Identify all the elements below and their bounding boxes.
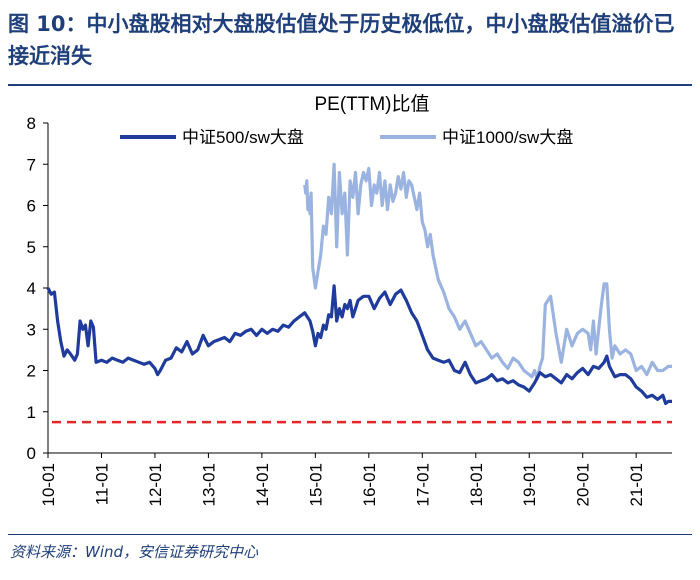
- y-tick-label: 8: [27, 114, 36, 133]
- figure-title: 图 10：中小盘股相对大盘股估值处于历史极低位，中小盘股估值溢价已接近消失: [8, 12, 675, 68]
- source-note: 资料来源：Wind，安信证券研究中心: [10, 543, 259, 561]
- legend-label-series-2: 中证1000/sw大盘: [442, 128, 573, 147]
- x-tick-label: 19-01: [520, 463, 539, 506]
- x-tick-label: 21-01: [627, 463, 646, 506]
- footer-divider: [8, 534, 692, 535]
- y-tick-label: 3: [27, 320, 36, 339]
- x-tick-label: 14-01: [253, 463, 272, 506]
- series-line-zz500: [46, 284, 672, 406]
- legend-label-series-1: 中证500/sw大盘: [182, 128, 304, 147]
- x-tick-label: 10-01: [39, 463, 58, 506]
- title-divider: [8, 84, 692, 86]
- x-tick-label: 12-01: [146, 463, 165, 506]
- x-tick-label: 17-01: [413, 463, 432, 506]
- x-tick-label: 15-01: [306, 463, 325, 506]
- x-tick-label: 13-01: [199, 463, 218, 506]
- x-tick-label: 16-01: [360, 463, 379, 506]
- legend: 中证500/sw大盘 中证1000/sw大盘: [120, 128, 573, 147]
- y-tick-label: 6: [27, 197, 36, 216]
- line-chart: PE(TTM)比值 中证500/sw大盘 中证1000/sw大盘 0 1 2 3 4 5 6…: [27, 93, 672, 506]
- plot-area: 0 1 2 3 4 5 6 7 8 10-01 11-01 12-01 13-01 14-01 15-01 1…: [27, 114, 672, 506]
- y-tick-label: 5: [27, 238, 36, 257]
- chart-title: PE(TTM)比值: [314, 93, 429, 115]
- y-tick-label: 7: [27, 155, 36, 174]
- series-line-zz1000: [303, 162, 672, 381]
- y-tick-label: 2: [27, 362, 36, 381]
- x-tick-label: 18-01: [467, 463, 486, 506]
- y-tick-label: 4: [27, 279, 36, 298]
- y-tick-label: 0: [27, 444, 36, 463]
- x-tick-label: 11-01: [92, 463, 111, 505]
- x-tick-label: 20-01: [574, 463, 593, 506]
- y-tick-label: 1: [27, 403, 36, 422]
